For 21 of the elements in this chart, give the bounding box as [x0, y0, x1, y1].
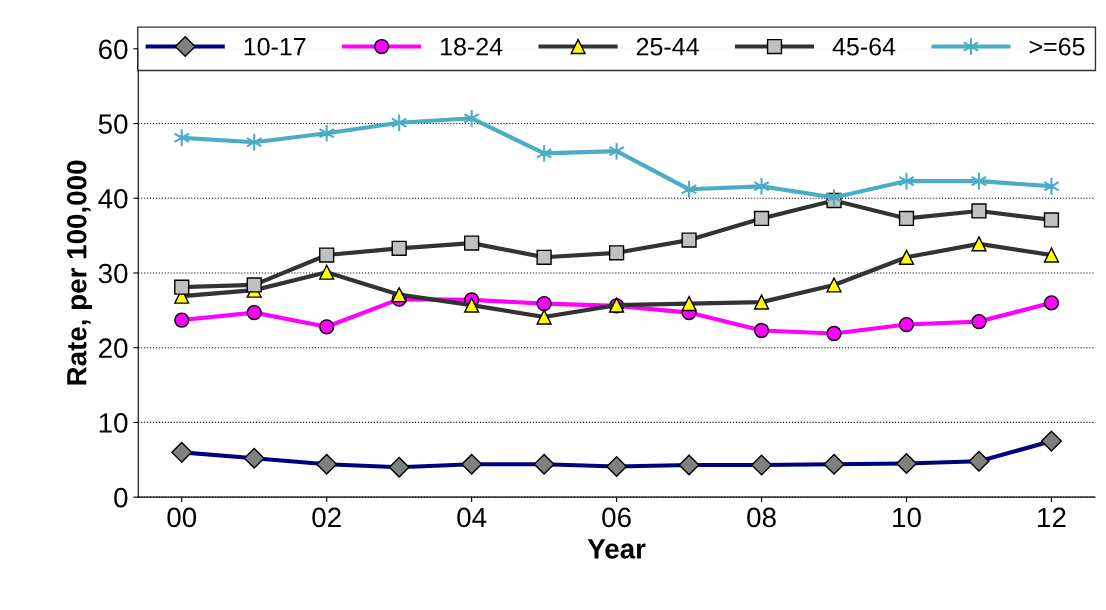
y-tick-label: 20 — [99, 338, 128, 359]
x-tick-label: 00 — [167, 507, 197, 528]
legend-label: 45-64 — [832, 37, 896, 56]
x-tick-label: 12 — [1038, 507, 1066, 527]
legend-label: 10-17 — [244, 37, 306, 56]
y-axis-title: Rate, per 100,000 — [66, 160, 93, 385]
x-tick-label: 10 — [893, 507, 921, 528]
y-tick-label: 10 — [99, 413, 128, 433]
legend-label: 18-24 — [441, 37, 503, 56]
y-tick-label: 50 — [98, 114, 128, 134]
y-tick-label: 60 — [99, 39, 128, 60]
x-axis-title: Year — [587, 539, 646, 559]
y-tick-label: 0 — [114, 487, 128, 508]
legend-label: >=65 — [1029, 37, 1085, 56]
x-tick-label: 04 — [457, 507, 487, 528]
x-tick-label: 08 — [747, 507, 776, 528]
legend-label: 25-44 — [636, 37, 699, 56]
x-tick-label: 06 — [602, 507, 631, 528]
x-tick-label: 02 — [312, 507, 341, 528]
y-tick-label: 30 — [98, 263, 128, 284]
y-tick-label: 40 — [98, 188, 128, 209]
